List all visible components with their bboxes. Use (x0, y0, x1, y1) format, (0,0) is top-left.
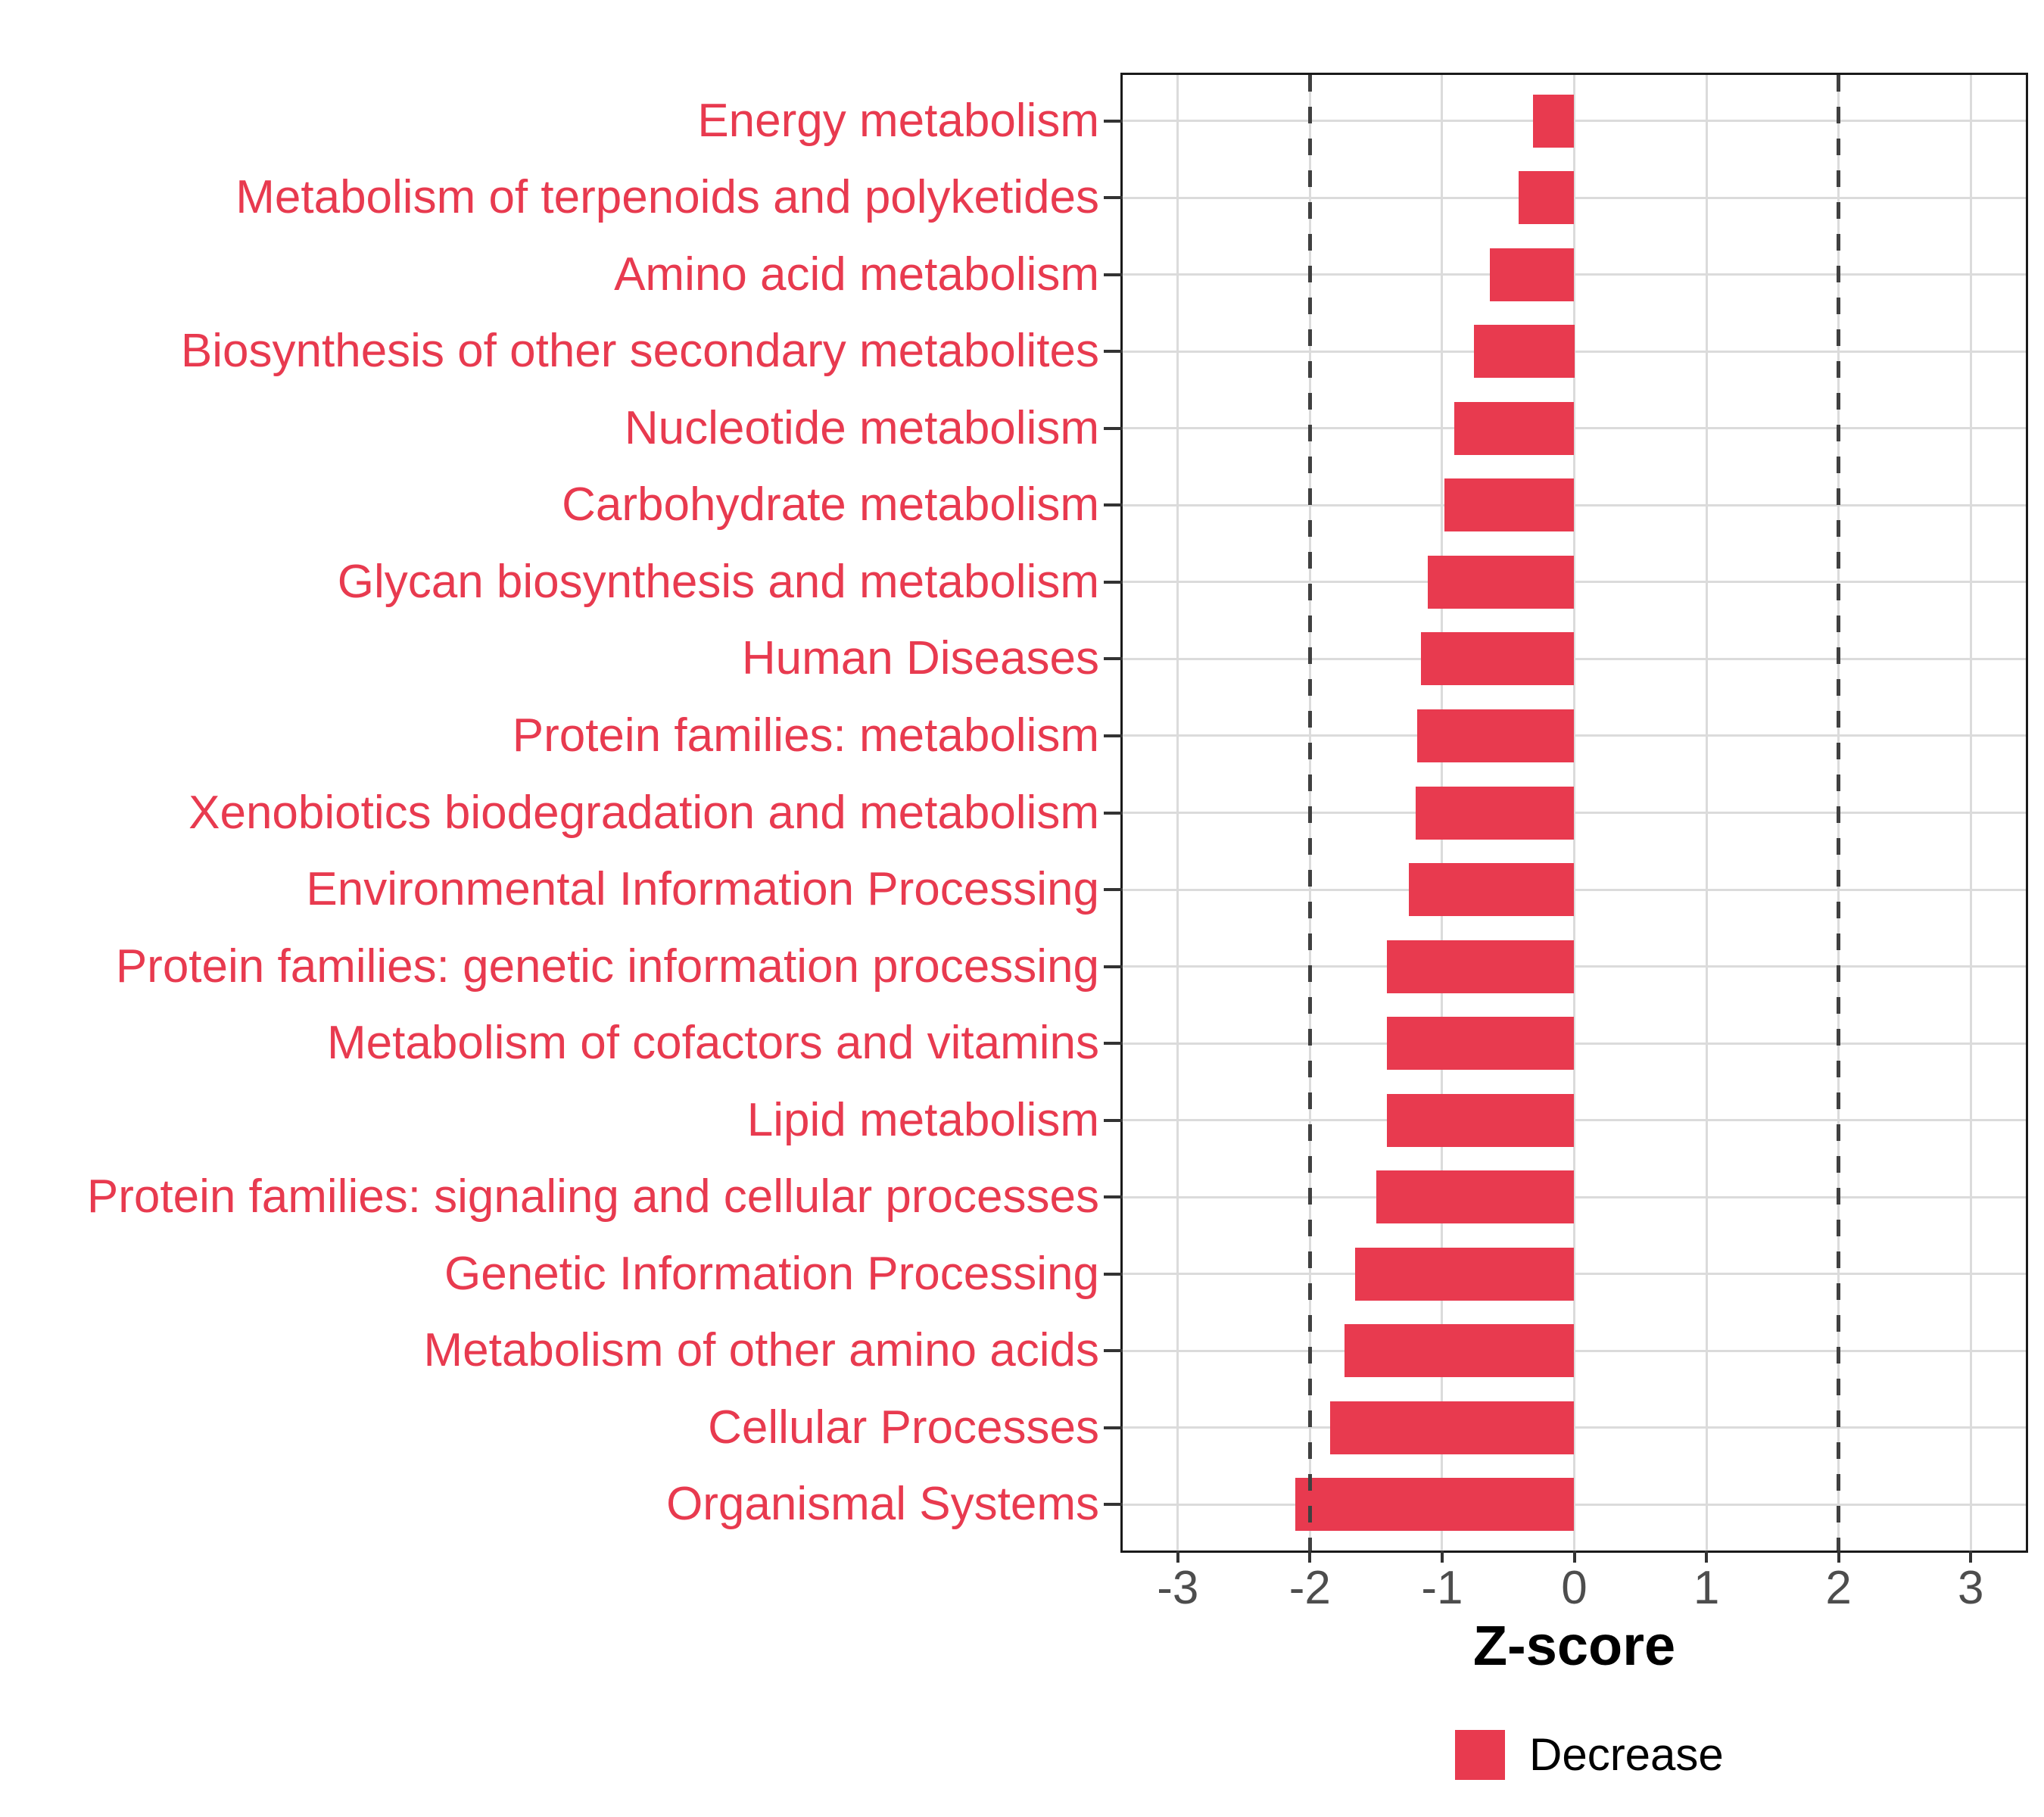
x-axis-tick-label: 2 (1825, 1562, 1852, 1614)
category-label: Protein families: metabolism (512, 709, 1099, 762)
category-label: Protein families: genetic information pr… (115, 940, 1099, 993)
x-axis-title: Z-score (1472, 1614, 1676, 1677)
horizontal-gridline (1123, 273, 2026, 276)
horizontal-gridline (1123, 1349, 2026, 1352)
category-label: Organismal Systems (666, 1478, 1099, 1531)
panel-border (1120, 73, 2028, 1553)
category-label: Metabolism of terpenoids and polyketides (235, 171, 1099, 224)
bar (1416, 709, 1575, 762)
y-axis-tick-mark (1104, 580, 1123, 584)
y-axis-tick-mark (1104, 1426, 1123, 1429)
horizontal-gridline (1123, 1503, 2026, 1506)
bar (1329, 1401, 1575, 1454)
horizontal-gridline (1123, 812, 2026, 814)
horizontal-gridline (1123, 427, 2026, 430)
horizontal-gridline (1123, 734, 2026, 737)
bar (1344, 1324, 1575, 1378)
y-axis-tick-mark (1104, 426, 1123, 430)
x-axis-tick-mark (1176, 1551, 1179, 1563)
category-label: Metabolism of other amino acids (423, 1324, 1099, 1377)
bar (1519, 171, 1575, 225)
x-axis-tick-label: 0 (1561, 1562, 1588, 1614)
y-axis-tick-mark (1104, 1503, 1123, 1507)
y-axis-tick-mark (1104, 657, 1123, 661)
bar (1421, 632, 1575, 686)
horizontal-gridline (1123, 350, 2026, 353)
y-axis-tick-mark (1104, 888, 1123, 891)
bar (1454, 401, 1575, 455)
y-axis-tick-mark (1104, 734, 1123, 737)
x-axis-tick-mark (1572, 1551, 1576, 1563)
bar (1473, 325, 1575, 379)
x-axis-tick-mark (1837, 1551, 1840, 1563)
y-axis-tick-mark (1104, 350, 1123, 354)
x-axis-tick-mark (1705, 1551, 1709, 1563)
category-label: Amino acid metabolism (614, 248, 1099, 301)
bar (1489, 248, 1575, 301)
y-axis-tick-mark (1104, 503, 1123, 507)
category-label: Human Diseases (741, 632, 1099, 685)
y-axis-tick-mark (1104, 1272, 1123, 1276)
legend-swatch-decrease (1455, 1730, 1505, 1780)
y-axis-tick-mark (1104, 811, 1123, 815)
x-axis-tick-label: -3 (1157, 1562, 1199, 1614)
category-label: Glycan biosynthesis and metabolism (337, 555, 1099, 608)
horizontal-gridline (1123, 1426, 2026, 1429)
y-axis-tick-mark (1104, 273, 1123, 276)
horizontal-gridline (1123, 965, 2026, 968)
bar (1444, 478, 1575, 532)
bar (1386, 1093, 1575, 1147)
y-axis-tick-mark (1104, 1349, 1123, 1353)
horizontal-gridline (1123, 581, 2026, 584)
y-axis-tick-mark (1104, 1042, 1123, 1046)
category-label: Xenobiotics biodegradation and metabolis… (189, 786, 1099, 839)
bar (1427, 555, 1575, 609)
horizontal-gridline (1123, 1042, 2026, 1045)
horizontal-gridline (1123, 657, 2026, 660)
category-label: Nucleotide metabolism (624, 401, 1099, 454)
reference-line-dashed (1307, 75, 1312, 1551)
y-axis-tick-mark (1104, 119, 1123, 123)
bar (1533, 94, 1575, 148)
category-label: Environmental Information Processing (306, 863, 1099, 915)
x-axis-tick-label: 3 (1957, 1562, 1984, 1614)
category-label: Energy metabolism (697, 94, 1099, 147)
bar (1295, 1478, 1575, 1532)
horizontal-gridline (1123, 503, 2026, 506)
x-axis-tick-mark (1308, 1551, 1312, 1563)
horizontal-gridline (1123, 888, 2026, 891)
horizontal-gridline (1123, 196, 2026, 199)
y-axis-tick-mark (1104, 1195, 1123, 1199)
bar (1416, 786, 1575, 840)
bar (1376, 1170, 1575, 1224)
bar (1409, 863, 1575, 916)
bar (1386, 940, 1575, 993)
bar (1386, 1017, 1575, 1071)
bar (1354, 1247, 1575, 1301)
x-axis-tick-label: -2 (1288, 1562, 1331, 1614)
category-label: Carbohydrate metabolism (562, 478, 1099, 531)
horizontal-gridline (1123, 1195, 2026, 1198)
horizontal-gridline (1123, 1273, 2026, 1276)
horizontal-gridline (1123, 120, 2026, 123)
y-axis-tick-mark (1104, 196, 1123, 200)
x-axis-tick-mark (1440, 1551, 1444, 1563)
category-label: Protein families: signaling and cellular… (86, 1170, 1099, 1223)
category-label: Biosynthesis of other secondary metaboli… (180, 325, 1099, 378)
category-label: Cellular Processes (708, 1401, 1099, 1454)
x-axis-tick-label: 1 (1693, 1562, 1720, 1614)
x-axis-tick-mark (1969, 1551, 1973, 1563)
y-axis-tick-mark (1104, 1118, 1123, 1122)
category-label: Genetic Information Processing (444, 1247, 1099, 1300)
legend-label-decrease: Decrease (1529, 1729, 1724, 1780)
y-axis-tick-mark (1104, 965, 1123, 968)
reference-line-dashed (1837, 75, 1841, 1551)
category-label: Metabolism of cofactors and vitamins (327, 1017, 1099, 1070)
horizontal-gridline (1123, 1119, 2026, 1122)
x-axis-tick-label: -1 (1421, 1562, 1463, 1614)
category-label: Lipid metabolism (746, 1093, 1099, 1146)
